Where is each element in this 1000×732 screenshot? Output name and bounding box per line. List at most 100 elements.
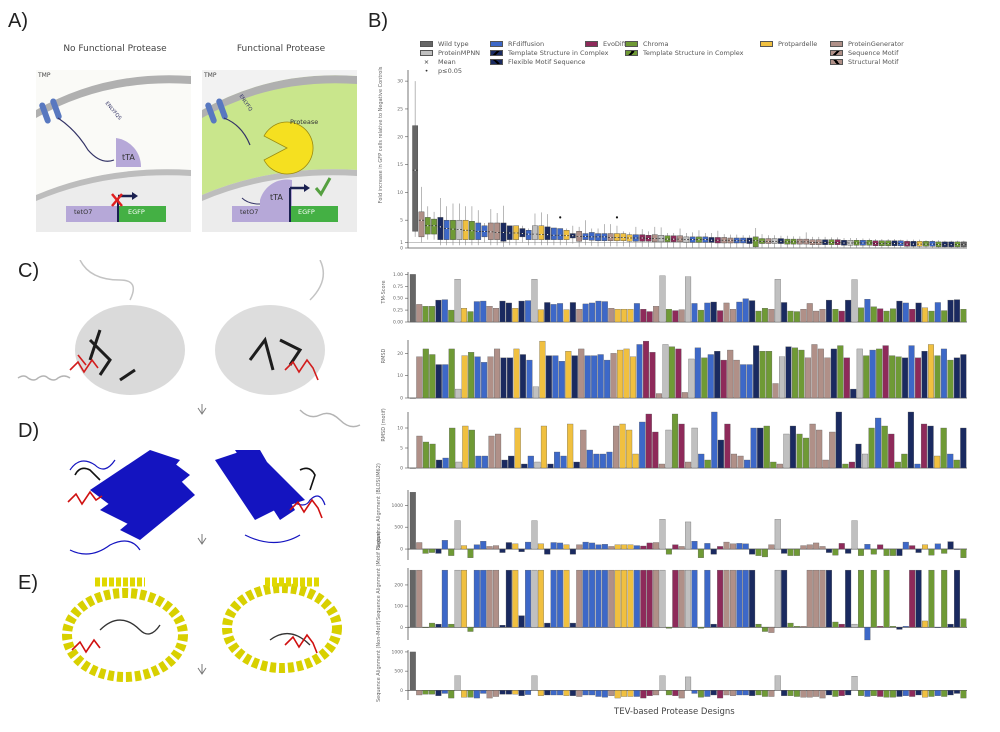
legend-swatch: [585, 41, 598, 47]
legend-item: ProteinMPNN: [420, 49, 480, 57]
promoter-label-right: tetO7: [240, 208, 259, 216]
tm-ylabel: TM-Score: [381, 280, 387, 304]
legend-item: Protpardelle: [760, 40, 817, 48]
legend-swatch: [830, 50, 843, 56]
panel-a-left-title: No Functional Protease: [63, 44, 167, 54]
structure-c: [17, 260, 361, 428]
svg-text:20: 20: [397, 134, 403, 140]
legend-item: Flexible Motif Sequence: [490, 58, 585, 66]
structure-d: [67, 450, 326, 555]
svg-text:10: 10: [397, 426, 403, 432]
svg-text:5: 5: [400, 218, 403, 224]
svg-text:0.25: 0.25: [393, 308, 403, 314]
svg-text:15: 15: [397, 162, 403, 168]
panel-label-c: C): [18, 260, 40, 282]
panel-label-d: D): [18, 420, 40, 442]
svg-text:tTA: tTA: [270, 193, 283, 202]
legend-label: Protpardelle: [778, 40, 818, 48]
tta-label: tTA: [122, 153, 135, 162]
svg-text:1: 1: [400, 240, 403, 246]
svg-text:100: 100: [394, 604, 403, 610]
legend-label: EvoDiff: [603, 40, 627, 48]
legend-label: Chroma: [643, 40, 669, 48]
legend-swatch: [830, 41, 843, 47]
legend-marker-icon: •: [424, 67, 429, 75]
panel-label-a: A): [8, 10, 28, 32]
svg-text:20: 20: [397, 351, 403, 357]
svg-text:200: 200: [394, 582, 403, 588]
reporter-label-left: EGFP: [128, 208, 145, 216]
svg-text:1.00: 1.00: [393, 272, 403, 278]
svg-text:0: 0: [400, 688, 403, 694]
rmsd-motif-ylabel: RMSD (motif): [381, 408, 387, 442]
legend-label: Mean: [438, 58, 456, 66]
svg-text:0.00: 0.00: [393, 320, 403, 326]
svg-text:25: 25: [397, 106, 403, 112]
svg-text:5: 5: [400, 446, 403, 452]
panel-label-e: E): [18, 572, 38, 594]
structure-e: [62, 577, 342, 682]
legend-item: Chroma: [625, 40, 668, 48]
functional-protease-illustration: tTA: [202, 70, 357, 232]
protein-structures: [17, 260, 361, 682]
legend-swatch: [760, 41, 773, 47]
legend-swatch: [420, 50, 433, 56]
panel-a-left-diagram: tTA: [36, 70, 191, 232]
legend-swatch: [490, 50, 503, 56]
no-protease-illustration: tTA: [36, 75, 191, 232]
svg-text:0: 0: [400, 547, 403, 553]
x-axis-label: TEV-based Protease Designs: [614, 707, 735, 717]
legend-label: Flexible Motif Sequence: [508, 58, 586, 66]
legend-swatch: [420, 41, 433, 47]
legend-item: ProteinGenerator: [830, 40, 904, 48]
legend-label: Template Structure in Complex: [508, 49, 609, 57]
tmp-label-right: TMP: [204, 72, 217, 79]
rmsd-ylabel: RMSD: [381, 348, 387, 364]
panel-label-b: B): [368, 10, 388, 32]
svg-text:0.50: 0.50: [393, 296, 403, 302]
svg-text:0: 0: [400, 625, 403, 631]
svg-text:0: 0: [400, 466, 403, 472]
svg-text:1000: 1000: [392, 649, 404, 655]
svg-text:0.75: 0.75: [393, 284, 403, 290]
legend-item: Wild type: [420, 40, 469, 48]
legend-swatch: [625, 50, 638, 56]
legend-marker-icon: ×: [423, 58, 430, 66]
legend-label: RFdiffusion: [508, 40, 545, 48]
legend-item: Sequence Motif: [830, 49, 898, 57]
box-ylabel: Fold increase in GFP cells relative to N…: [378, 66, 384, 204]
svg-text:30: 30: [397, 79, 403, 85]
tmp-label-left: TMP: [38, 72, 51, 79]
legend-swatch: [490, 59, 503, 65]
legend-item: Template Structure in Complex: [490, 49, 609, 57]
legend-label: ProteinMPNN: [438, 49, 481, 57]
legend-swatch: [490, 41, 503, 47]
svg-text:10: 10: [397, 190, 403, 196]
svg-text:0: 0: [400, 246, 403, 252]
panel-a-right-diagram: tTA: [202, 70, 357, 232]
legend-label: Structural Motif: [848, 58, 899, 66]
legend-label: ProteinGenerator: [848, 40, 904, 48]
legend-item: Structural Motif: [830, 58, 898, 66]
reporter-label-right: EGFP: [298, 208, 315, 216]
legend-label: Wild type: [438, 40, 469, 48]
legend-label: Sequence Motif: [848, 49, 899, 57]
nonmotif-ylabel: Sequence Alignment (Non-Motif): [376, 620, 382, 702]
panel-b-charts: 01510152025300.000.250.500.751.000102005…: [392, 70, 967, 700]
legend-item: EvoDiff: [585, 40, 626, 48]
legend-swatch: [830, 59, 843, 65]
svg-text:0: 0: [400, 396, 403, 402]
legend-label: Template Structure in Complex: [643, 49, 744, 57]
svg-text:10: 10: [397, 373, 403, 379]
legend-item: RFdiffusion: [490, 40, 544, 48]
motif-ylabel: Sequence Alignment (Motif Region): [376, 531, 382, 620]
legend-item: • p≤0.05: [420, 67, 462, 75]
legend-item: Template Structure in Complex: [625, 49, 744, 57]
chart-legend: Wild type ProteinMPNN × Mean • p≤0.05 RFdiffus…: [420, 40, 1000, 90]
svg-text:1000: 1000: [392, 503, 404, 509]
legend-swatch: [625, 41, 638, 47]
protease-label: Protease: [290, 118, 319, 126]
legend-item: × Mean: [420, 58, 456, 66]
panel-a-right-title: Functional Protease: [236, 44, 326, 54]
svg-text:500: 500: [394, 669, 403, 675]
